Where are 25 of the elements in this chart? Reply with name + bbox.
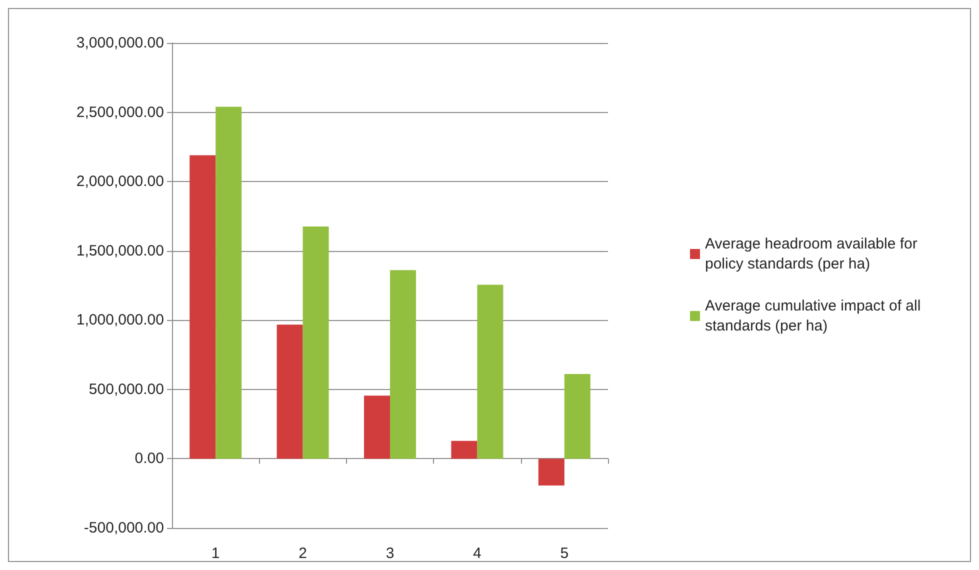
y-tick-label: 1,500,000.00: [76, 242, 164, 260]
bar: [390, 270, 416, 459]
legend-label: Average cumulative impact of all standards (per ha): [705, 298, 925, 334]
bar: [276, 324, 303, 459]
bar: [538, 458, 564, 486]
y-tick-label: 1,000,000.00: [76, 312, 164, 329]
y-tick-label: 3,000,000.00: [76, 34, 164, 52]
y-tick-label: 2,000,000.00: [76, 173, 164, 190]
legend-label: Average headroom available for policy standards (per ha): [705, 236, 922, 272]
bar: [451, 440, 478, 459]
bar: [477, 284, 504, 459]
x-tick-label: 3: [386, 545, 394, 562]
y-tick-label: 2,500,000.00: [76, 104, 164, 121]
y-tick-label: 500,000.00: [88, 380, 164, 398]
bar: [190, 155, 216, 459]
bar: [364, 396, 390, 459]
x-tick-label: 4: [473, 545, 482, 562]
y-tick-label: -500,000.00: [84, 520, 164, 536]
x-tick-label: 1: [211, 545, 220, 562]
y-tick-label: 0.00: [134, 450, 164, 468]
x-tick-label: 5: [560, 545, 569, 562]
bar: [564, 374, 590, 459]
x-tick-label: 2: [298, 545, 307, 562]
bar: [302, 226, 329, 459]
bar: [216, 106, 242, 459]
